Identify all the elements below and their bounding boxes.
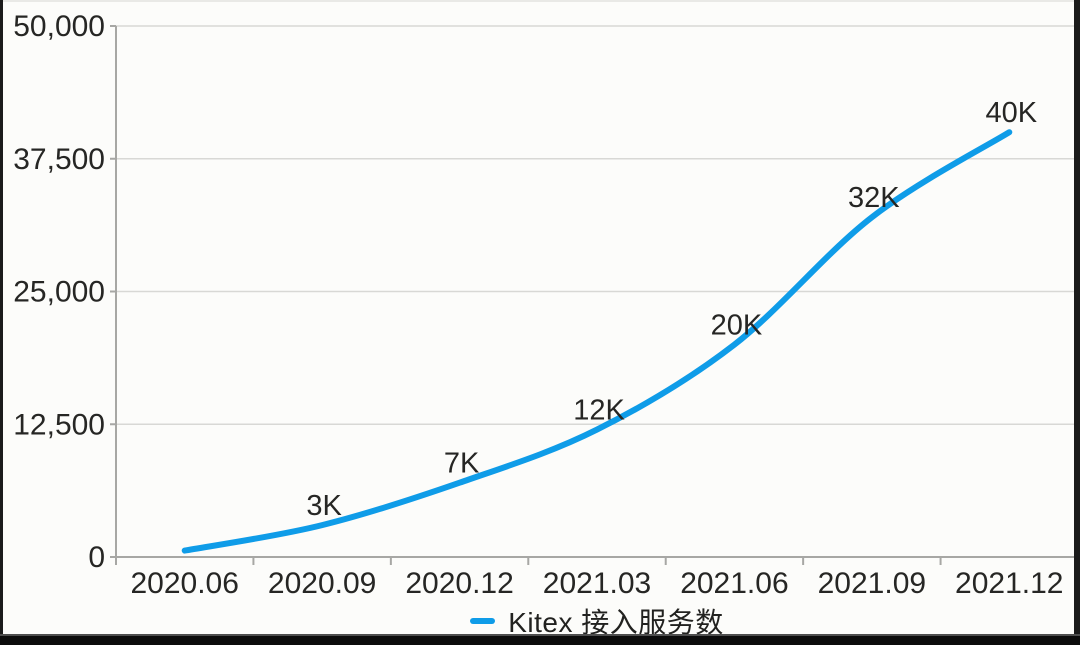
- gridlines: [116, 25, 1078, 426]
- data-label: 3K: [306, 490, 342, 522]
- data-label: 12K: [573, 395, 625, 427]
- legend-label: Kitex 接入服务数: [508, 607, 724, 638]
- series-line: [181, 129, 1013, 554]
- y-axis-tick-label: 25,000: [13, 276, 105, 309]
- data-label: 20K: [711, 310, 763, 342]
- screen-edge-left: [0, 0, 3, 645]
- y-axis-tick-label: 37,500: [13, 143, 105, 176]
- x-axis-tick-label: 2021.12: [955, 567, 1063, 600]
- data-label: 40K: [985, 97, 1037, 129]
- axes: [110, 25, 1080, 565]
- data-label: 32K: [848, 182, 900, 214]
- y-axis-tick-label: 0: [88, 541, 105, 574]
- x-axis-tick-label: 2020.09: [268, 567, 376, 600]
- screen-edge-top: [0, 0, 1080, 2]
- point-labels: 3K 7K 12K 20K 32K 40K: [306, 97, 1037, 522]
- screen-edge-right: [1074, 0, 1080, 645]
- y-axis-tick-label: 12,500: [13, 408, 105, 441]
- x-axis-tick-label: 2021.06: [680, 567, 788, 600]
- y-axis-tick-label: 50,000: [13, 10, 105, 43]
- y-axis-labels: 0 12,500 25,000 37,500 50,000: [13, 10, 105, 574]
- x-axis-tick-label: 2021.03: [543, 567, 651, 600]
- legend: Kitex 接入服务数: [116, 603, 1078, 639]
- x-axis-tick-label: 2021.09: [818, 567, 926, 600]
- legend-line-marker: [470, 618, 496, 624]
- series: [181, 129, 1013, 554]
- x-axis-tick-label: 2020.12: [405, 567, 513, 600]
- screen-edge-bottom: [0, 634, 1080, 645]
- x-axis-labels: 2020.06 2020.09 2020.12 2021.03 2021.06 2021.…: [130, 567, 1063, 600]
- x-axis-tick-label: 2020.06: [130, 567, 238, 600]
- data-label: 7K: [444, 448, 480, 480]
